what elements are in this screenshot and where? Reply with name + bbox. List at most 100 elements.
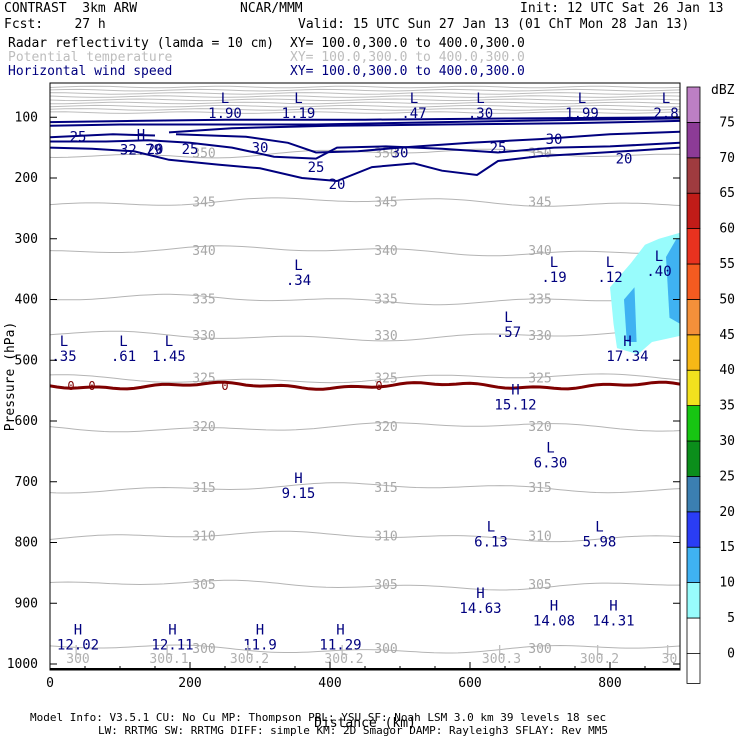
- theta-contour-330: [50, 330, 680, 342]
- theta-label: 320: [528, 420, 551, 435]
- colorbar-swatch: [686, 228, 701, 265]
- theta-label: 345: [374, 195, 397, 210]
- y-tick-label: 200: [15, 171, 38, 186]
- extremum-value: 11.29: [319, 638, 361, 654]
- radar-echo-medium: [666, 238, 680, 324]
- surface-theta-value: 300.2: [324, 652, 363, 667]
- surface-theta-marker: L: [340, 644, 348, 659]
- extremum-value: 11.9: [243, 638, 277, 654]
- theta-label: 320: [192, 420, 215, 435]
- extremum-value: 14.63: [459, 601, 501, 617]
- theta-contour-310: [50, 530, 680, 543]
- extremum-value: 1.45: [152, 349, 186, 365]
- theta-label: 335: [192, 293, 215, 308]
- theta-label: 315: [528, 481, 551, 496]
- init-time: Init: 12 UTC Sat 26 Jan 13: [520, 1, 724, 16]
- theta-label: 335: [374, 293, 397, 308]
- forecast-hour: Fcst: 27 h: [4, 17, 106, 32]
- extremum-value: 1.90: [208, 106, 242, 122]
- colorbar-tick-label: 65: [719, 186, 735, 201]
- extremum-value: 1.19: [282, 106, 316, 122]
- colorbar-tick-label: 30: [719, 434, 735, 449]
- wind-contour-line: [50, 146, 680, 183]
- radar-echo-medium: [624, 287, 637, 342]
- field-reflectivity-label: Radar reflectivity (lamda = 10 cm): [8, 36, 275, 51]
- extremum-value: .19: [541, 270, 566, 286]
- footer-physics-info: LW: RRTMG SW: RRTMG DIFF: simple KM: 2D …: [98, 724, 608, 737]
- extremum-value: 14.08: [533, 613, 575, 629]
- surface-theta-value: 300.2: [230, 652, 269, 667]
- wind-contour-label: 20: [147, 142, 164, 158]
- colorbar-tick-label: 75: [719, 115, 735, 130]
- colorbar-swatch: [686, 298, 701, 336]
- footer-model-info: Model Info: V3.5.1 CU: No Cu MP: Thompso…: [30, 711, 606, 724]
- field-reflectivity-xy: XY= 100.0,300.0 to 400.0,300.0: [290, 36, 525, 51]
- surface-theta-marker: L: [498, 644, 506, 659]
- extremum-L: L: [578, 91, 586, 107]
- extremum-value: 6.13: [474, 534, 508, 550]
- surface-theta-marker: L: [74, 644, 82, 659]
- extremum-H: H: [511, 383, 519, 399]
- extremum-L: L: [595, 519, 603, 535]
- zero-contour-label: 0: [88, 379, 95, 393]
- radar-echo: [610, 232, 680, 355]
- x-tick-label: 200: [178, 676, 201, 691]
- surface-theta-marker: L: [165, 644, 173, 659]
- wind-contour-label: 20: [329, 177, 346, 193]
- colorbar: 0 5 10 15 20 25 30 35 40 45 50 55 60 65 70 75 dBZ: [686, 83, 735, 684]
- theta-label: 305: [192, 578, 215, 593]
- theta-label: 300: [192, 642, 215, 657]
- theta-contour-335: [50, 293, 680, 306]
- y-tick-label: 300: [15, 232, 38, 247]
- extremum-value: .35: [51, 349, 76, 365]
- colorbar-swatch: [686, 122, 701, 159]
- x-tick-label: 800: [598, 676, 621, 691]
- field-theta-xy: XY= 100.0,300.0 to 400.0,300.0: [290, 50, 525, 65]
- colorbar-tick-label: 15: [719, 540, 735, 555]
- colorbar-tick-label: 45: [719, 328, 735, 343]
- colorbar-swatch: [686, 192, 701, 229]
- extremum-value: 2.8: [653, 106, 678, 122]
- theta-label: 315: [374, 481, 397, 496]
- colorbar-tick-label: 60: [719, 222, 735, 237]
- extremum-value: 1.99: [565, 106, 599, 122]
- theta-label: 320: [374, 420, 397, 435]
- colorbar-tick-label: 10: [719, 576, 735, 591]
- theta-contour-315: [50, 482, 680, 494]
- colorbar-swatch: [686, 475, 701, 513]
- theta-label: 345: [192, 195, 215, 210]
- surface-theta-marker: L: [666, 644, 674, 659]
- theta-label: 305: [374, 578, 397, 593]
- wind-contour-label: 30: [392, 145, 409, 161]
- extremum-L: L: [487, 519, 495, 535]
- extremum-value: .40: [646, 264, 671, 280]
- extremum-value: .34: [286, 273, 311, 289]
- theta-label: 340: [192, 244, 215, 259]
- surface-theta-value: 300.2: [580, 652, 619, 667]
- extremum-H: H: [609, 598, 617, 614]
- extremum-H: H: [550, 598, 558, 614]
- theta-label: 300: [528, 642, 551, 657]
- extremum-value: .30: [468, 106, 493, 122]
- zero-contour-label: 0: [375, 379, 382, 393]
- extremum-value: .57: [496, 325, 521, 341]
- x-tick-label: 600: [458, 676, 481, 691]
- colorbar-swatch: [686, 546, 701, 584]
- colorbar-swatch: [686, 440, 701, 477]
- surface-theta-value: 300.3: [482, 652, 521, 667]
- extremum-L: L: [410, 91, 418, 107]
- colorbar-tick-label: 5: [727, 611, 735, 626]
- theta-label: 330: [528, 329, 551, 344]
- extremum-value: 32.79: [120, 143, 162, 159]
- theta-label: 300: [374, 642, 397, 657]
- theta-contour-300: [50, 644, 680, 654]
- surface-theta-value: 30: [662, 652, 678, 667]
- wind-contour-line: [50, 116, 680, 124]
- theta-label: 310: [528, 529, 551, 544]
- colorbar-tick-label: 50: [719, 292, 735, 307]
- theta-upper-line: [50, 98, 680, 102]
- colorbar-tick-label: 55: [719, 257, 735, 272]
